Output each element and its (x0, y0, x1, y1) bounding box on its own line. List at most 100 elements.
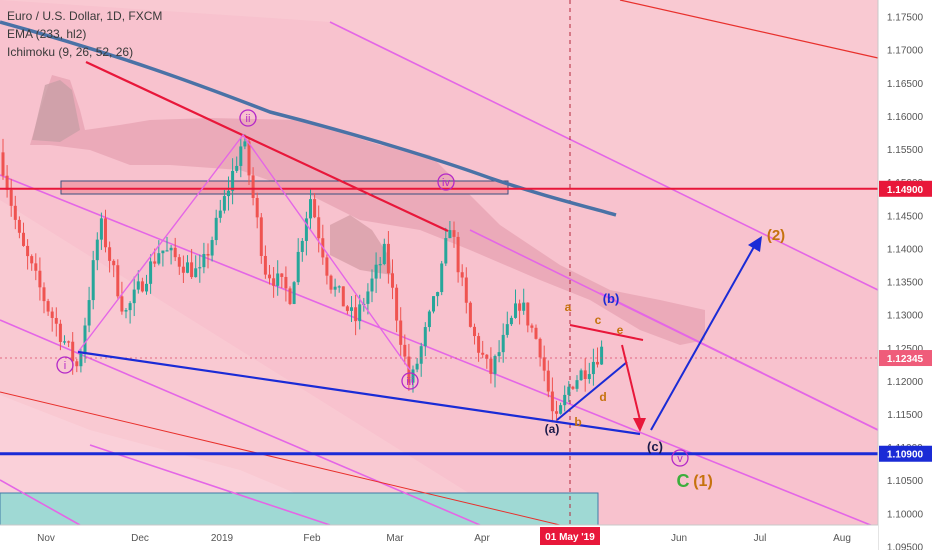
candle-body (177, 257, 181, 267)
candle-body (153, 261, 157, 264)
candle-body (423, 327, 427, 347)
candle-body (497, 352, 501, 357)
channel-line-6 (599, 292, 879, 431)
candle-body (227, 190, 230, 197)
legend-ema[interactable]: EMA (233, hl2) (7, 27, 87, 41)
candle-body (559, 405, 563, 414)
ichimoku-cloud (30, 75, 705, 345)
wave-label-b: b (574, 415, 581, 429)
candle-body (575, 380, 579, 389)
y-tick-label: 1.10500 (887, 476, 924, 487)
candle-body (571, 386, 575, 389)
candle-body (514, 303, 517, 318)
candle-body (255, 197, 259, 218)
candle-body (280, 273, 284, 277)
legend-ichimoku[interactable]: Ichimoku (9, 26, 52, 26) (7, 45, 134, 59)
candle-body (104, 218, 107, 248)
candle-body (440, 263, 444, 293)
candle-body (304, 218, 308, 241)
candle-body (95, 239, 99, 261)
candle-body (161, 250, 165, 254)
candle-body (489, 358, 493, 374)
candle-body (345, 306, 349, 311)
candle-body (145, 283, 148, 292)
y-tick-label: 1.13000 (887, 311, 924, 322)
candle-body (485, 354, 489, 359)
candle-body (38, 270, 42, 288)
candle-body (317, 217, 321, 239)
candle-body (83, 325, 87, 354)
candle-body (522, 302, 526, 311)
x-tick-label: Apr (474, 533, 490, 544)
wave-d-line (556, 361, 628, 421)
candle-body (382, 243, 386, 265)
price-tag-resistance-bg (879, 180, 932, 197)
projection-up (650, 244, 756, 431)
wave-label-i-circle (56, 356, 74, 374)
channel-line-3 (89, 444, 331, 526)
candle-body (403, 344, 407, 357)
candle-body (325, 257, 329, 276)
candle-body (333, 286, 337, 290)
candle-body (370, 278, 374, 292)
candle-body (235, 165, 239, 171)
wave-label-one: (1) (693, 473, 713, 490)
wave-label-c-paren: (c) (647, 439, 663, 454)
candle-body (386, 243, 390, 274)
candle-body (91, 260, 95, 301)
candle-body (71, 341, 75, 362)
candle-body (268, 274, 271, 279)
candle-body (448, 230, 452, 239)
wave-label-iii: iii (406, 376, 413, 388)
candle-body (75, 361, 79, 367)
highlight-date-bg (540, 527, 600, 545)
arrow-up-head (748, 236, 762, 252)
candle-body (243, 141, 247, 147)
candle-body (46, 301, 50, 312)
candle-body (341, 286, 345, 307)
candle-body (501, 334, 505, 353)
x-tick-label: Jun (671, 533, 687, 544)
wave-ii-trendline (85, 61, 449, 232)
candle-body (358, 304, 362, 322)
candle-body (218, 210, 222, 218)
candle-body (5, 175, 9, 190)
wave-label-iv: iv (442, 177, 450, 189)
candle-body (169, 247, 173, 251)
candle-body (296, 251, 300, 283)
time-axis-background (0, 525, 878, 550)
candle-body (263, 255, 267, 275)
y-tick-label: 1.17000 (887, 46, 924, 57)
x-tick-label: Feb (303, 533, 321, 544)
candle-body (534, 327, 538, 339)
candle-body (17, 219, 21, 233)
candle-body (473, 326, 476, 337)
candle-body (493, 356, 497, 374)
candle-body (1, 152, 5, 176)
legend-symbol[interactable]: Euro / U.S. Dollar, 1D, FXCM (7, 9, 163, 23)
chart-legend: Euro / U.S. Dollar, 1D, FXCM EMA (233, h… (7, 7, 162, 61)
candle-body (563, 394, 567, 406)
lower-red-line (0, 391, 561, 526)
wave-label-a: a (565, 300, 572, 314)
candle-body (550, 391, 554, 412)
candle-body (432, 296, 435, 312)
ichimoku-cloud-dark (32, 80, 80, 142)
candle-body (411, 369, 415, 383)
y-tick-label: 1.14500 (887, 211, 924, 222)
candle-body (116, 265, 120, 297)
x-tick-label: Nov (37, 533, 55, 544)
candle-body (50, 311, 54, 318)
x-tick-label: Mar (386, 533, 404, 544)
candle-body (108, 247, 112, 261)
candle-body (468, 302, 472, 327)
candle-body (54, 317, 58, 324)
candle-body (374, 264, 378, 279)
ema-line (0, 20, 617, 217)
candle-body (34, 263, 38, 271)
candle-body (538, 338, 542, 358)
y-tick-label: 1.12500 (887, 344, 924, 355)
candle-body (596, 361, 599, 365)
candle-body (58, 323, 62, 342)
